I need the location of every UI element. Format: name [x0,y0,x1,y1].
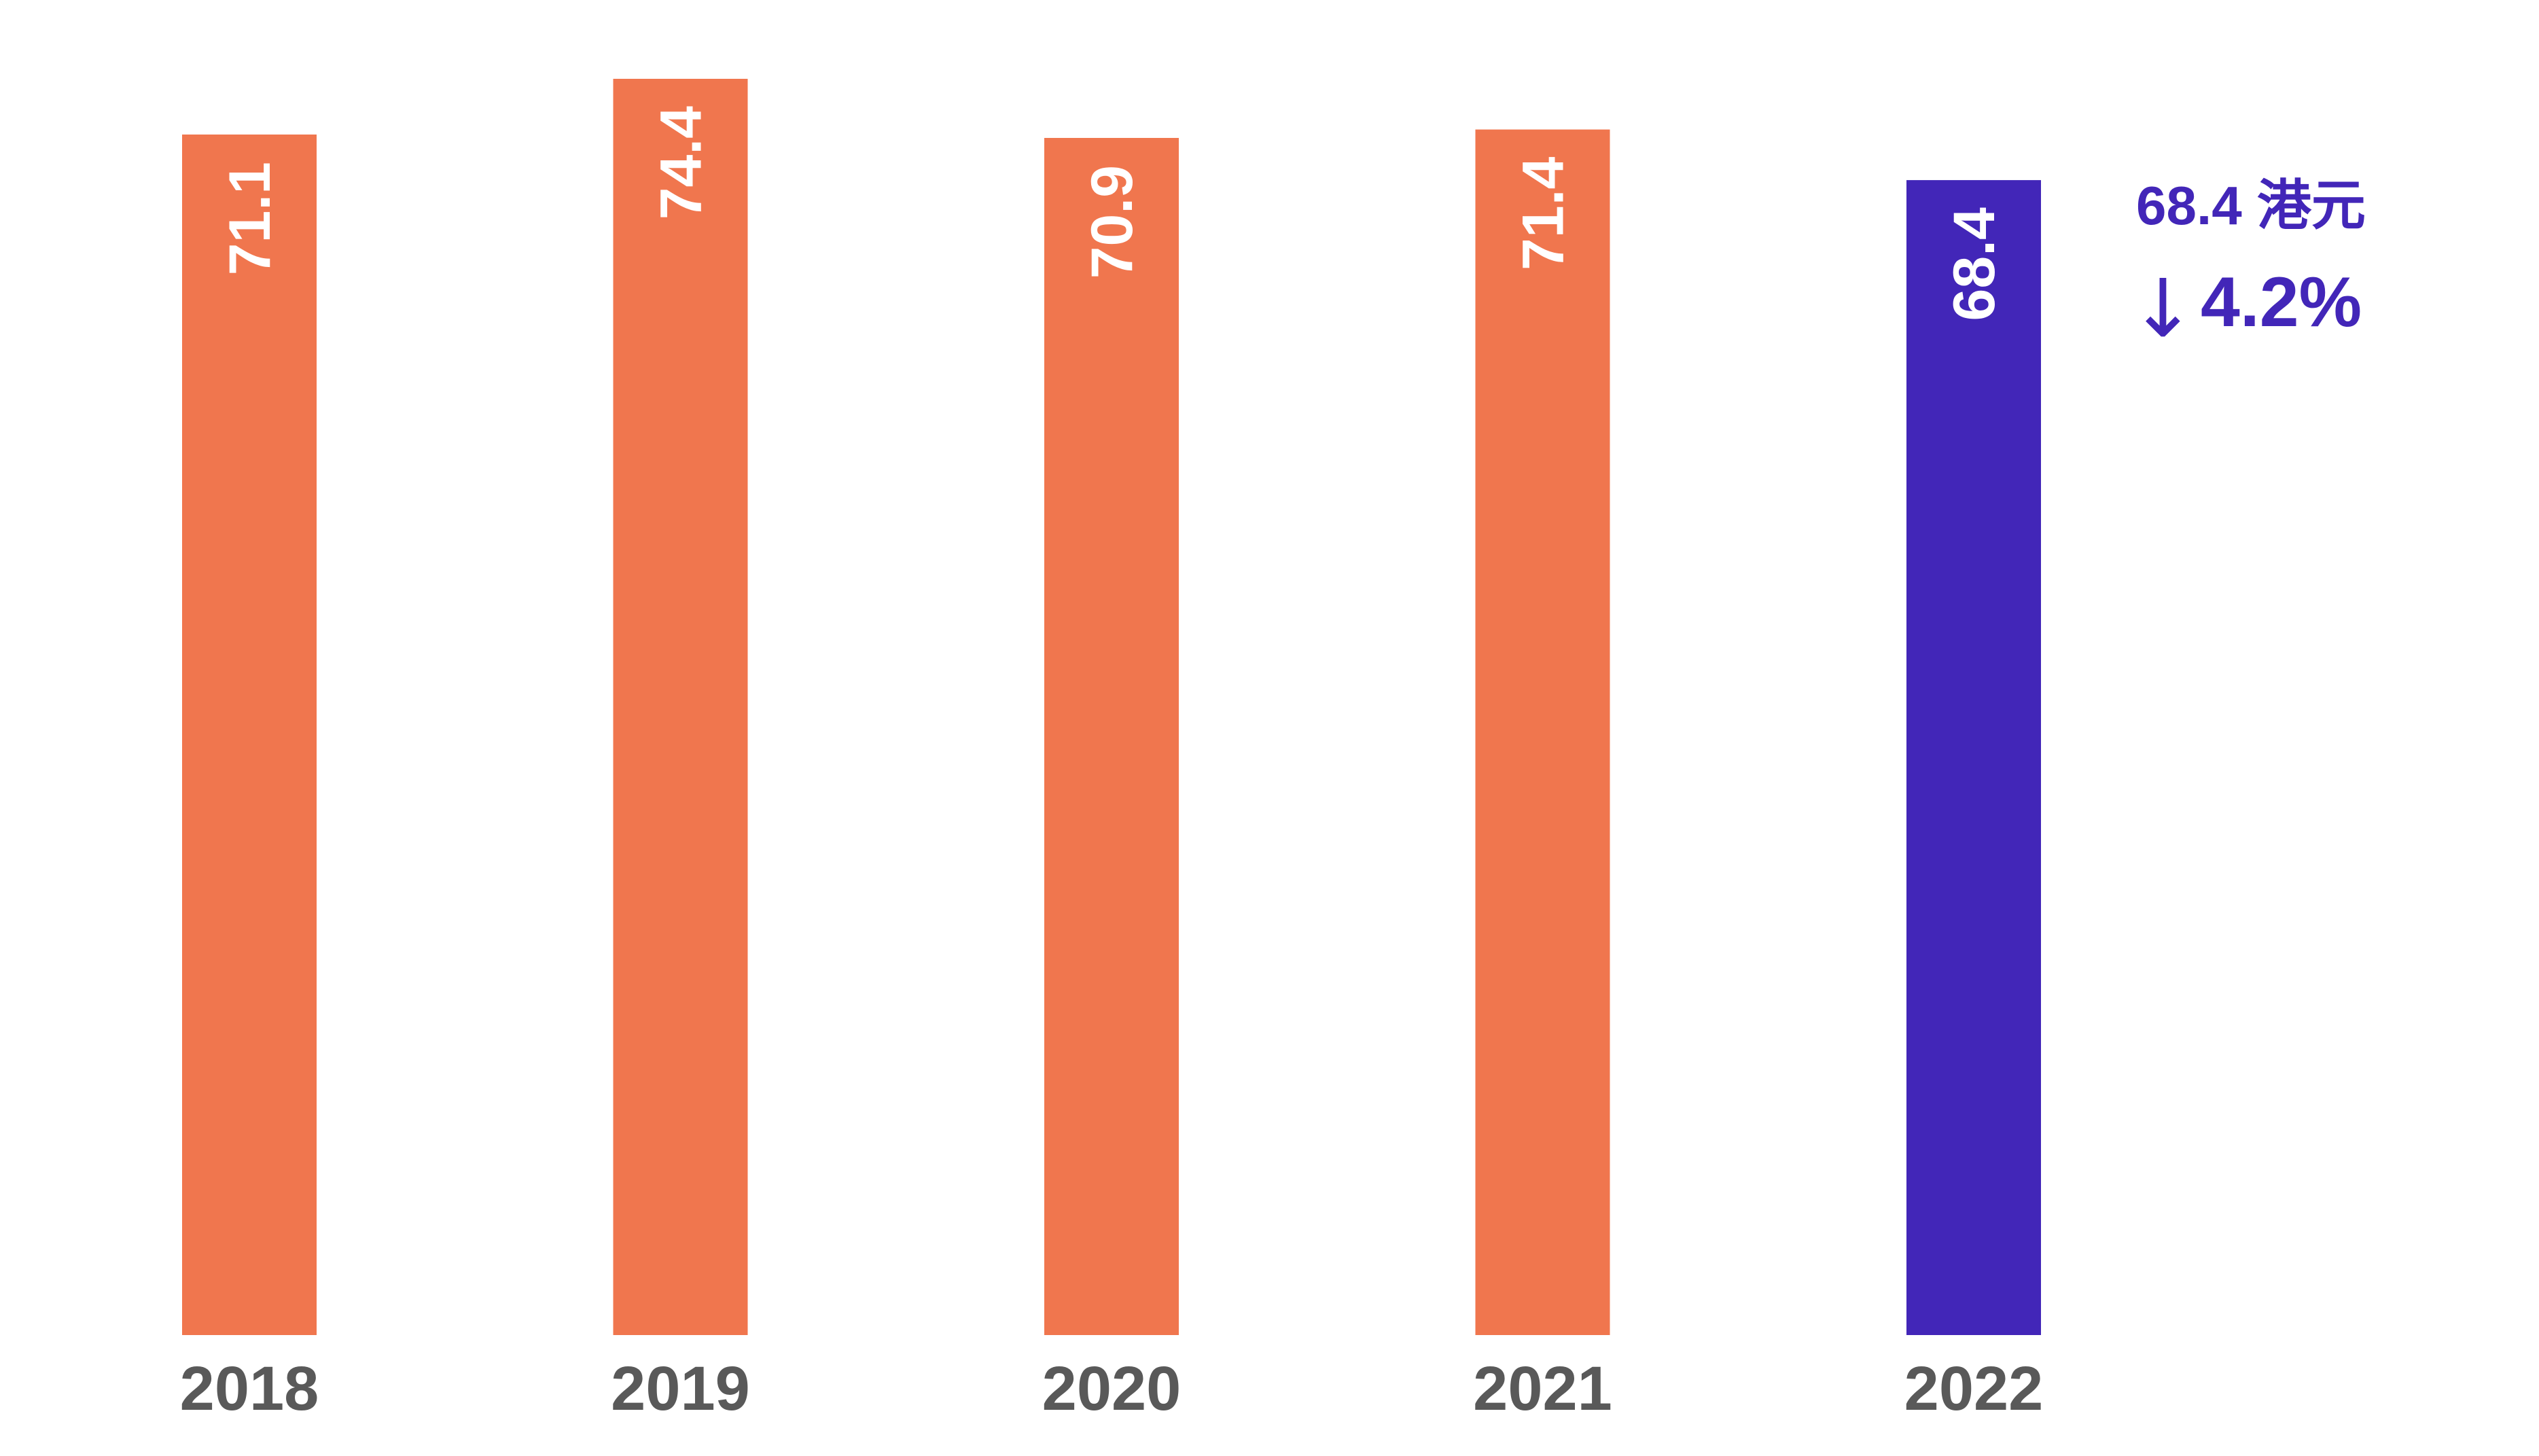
bars-layer [182,79,2041,1336]
x-tick-2018: 2018 [180,1354,319,1423]
x-tick-2022: 2022 [1904,1354,2044,1423]
bar-2021 [1475,129,1610,1336]
value-labels-layer: 71.1 74.4 70.9 71.4 68.4 [217,106,2007,321]
bar-2018 [182,135,317,1335]
change-callout: 68.4 港元 ↓ 4.2% [2129,175,2366,355]
x-tick-2020: 2020 [1042,1354,1182,1423]
value-label-2018: 71.1 [217,162,283,275]
down-arrow-icon: ↓ [2129,262,2197,355]
value-label-2021: 71.4 [1511,156,1576,270]
bar-2022 [1906,180,2041,1336]
value-label-2020: 70.9 [1080,165,1145,279]
value-label-2019: 74.4 [649,106,714,220]
callout-change-text: 4.2% [2201,263,2362,342]
bar-2019 [613,79,748,1335]
bar-2020 [1044,138,1179,1335]
x-tick-labels: 2018 2019 2020 2021 2022 [180,1354,2044,1423]
callout-value-text: 68.4 港元 [2136,175,2366,236]
value-label-2022: 68.4 [1942,207,2007,321]
x-tick-2021: 2021 [1473,1354,1612,1423]
x-tick-2019: 2019 [611,1354,750,1423]
